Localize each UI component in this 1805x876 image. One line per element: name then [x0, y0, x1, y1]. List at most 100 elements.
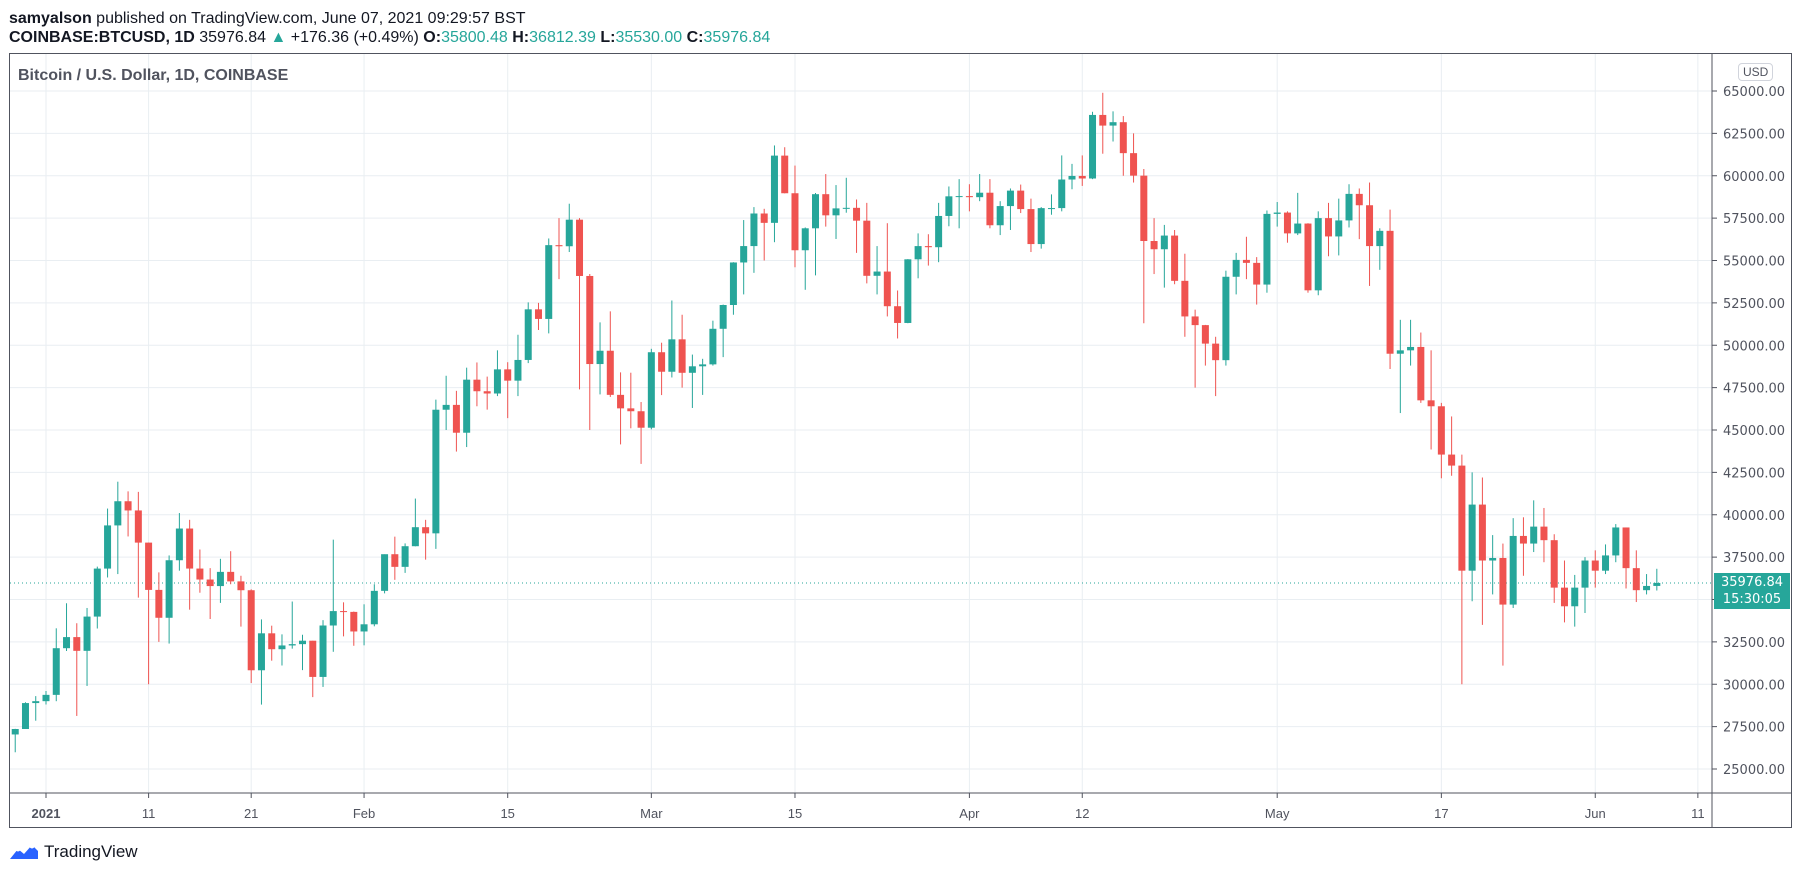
candle-body [812, 194, 819, 229]
candle-body [1530, 526, 1538, 544]
x-tick-label: Apr [959, 806, 980, 821]
author[interactable]: samyalson [9, 10, 92, 27]
candle-body [596, 350, 604, 365]
y-tick-label: 25000.00 [1723, 763, 1785, 778]
candle-body [257, 633, 265, 671]
candle-body [699, 364, 707, 367]
candle-body [114, 501, 122, 526]
candle-body [945, 196, 953, 216]
candle-body [863, 220, 871, 276]
last-price-value: 35976.84 [1720, 575, 1784, 590]
candle-body [1119, 122, 1127, 154]
candle-body [1253, 262, 1261, 285]
candle-body [883, 271, 891, 307]
candle-body [370, 590, 378, 625]
y-tick-label: 40000.00 [1723, 509, 1785, 524]
candle-body [606, 350, 614, 395]
currency-badge[interactable]: USD [1738, 63, 1774, 81]
candle-body [237, 581, 245, 591]
last-price: 35976.84 [199, 29, 266, 46]
chart-frame [9, 53, 1792, 828]
candle-body [299, 640, 306, 645]
candle-body [1099, 114, 1107, 126]
tradingview-logo[interactable]: TradingView [9, 842, 138, 862]
candle-body [1396, 350, 1404, 354]
candle-body [288, 644, 296, 646]
candle-body [1571, 587, 1579, 607]
candle-body [678, 339, 686, 373]
candle-body [1160, 235, 1168, 250]
candle-body [227, 571, 235, 582]
y-tick-label: 52500.00 [1723, 297, 1785, 312]
y-tick-label: 62500.00 [1723, 127, 1785, 142]
x-tick-label: Mar [640, 806, 663, 821]
candle-body [473, 379, 481, 392]
candle-body [1027, 209, 1035, 245]
y-tick-label: 55000.00 [1723, 255, 1785, 270]
candle-body [1427, 400, 1435, 407]
candle-body [278, 645, 286, 650]
candle-body [1540, 526, 1548, 541]
candle-body [1017, 190, 1025, 210]
candle-body [801, 228, 809, 251]
candle-body [986, 192, 994, 226]
candle-body [124, 501, 132, 511]
candle-body [1335, 220, 1343, 237]
candle-body [493, 369, 501, 394]
publish-info: samyalson published on TradingView.com, … [9, 10, 526, 28]
high-value: 36812.39 [529, 29, 596, 46]
candle-body [32, 701, 40, 704]
candle-body [21, 703, 29, 729]
x-tick-label: 15 [500, 806, 514, 821]
candle-body [914, 246, 922, 260]
candle-body [381, 554, 389, 591]
candle-body [155, 589, 163, 618]
candle-body [1181, 280, 1189, 317]
candle-body [504, 369, 512, 381]
candle-body [791, 193, 799, 251]
candle-body [935, 215, 943, 248]
candle-body [1242, 259, 1250, 263]
candle-body [924, 246, 932, 248]
candle-body [555, 245, 563, 247]
candle-body [309, 640, 317, 677]
candle-body [165, 560, 173, 618]
candle-body [781, 155, 789, 194]
up-arrow-icon: ▲ [270, 29, 287, 46]
candle-body [1089, 114, 1097, 179]
open-label: O: [423, 29, 442, 46]
candle-body [145, 542, 153, 590]
x-tick-label: 11 [1691, 806, 1705, 821]
candle-body [360, 624, 368, 632]
x-tick-label: 17 [1434, 806, 1448, 821]
candle-body [1150, 241, 1158, 250]
candle-body [329, 611, 337, 626]
candle-body [545, 245, 553, 319]
x-tick-label: 12 [1075, 806, 1089, 821]
candle-body [1191, 316, 1199, 326]
candle-body [1560, 587, 1568, 607]
candle-body [1581, 560, 1589, 588]
close-label: C: [686, 29, 704, 46]
candle-body [1437, 406, 1445, 455]
candle-body [340, 611, 348, 613]
candle-body [534, 309, 542, 319]
y-tick-label: 60000.00 [1723, 170, 1785, 185]
candle-body [1602, 555, 1610, 571]
candle-body [11, 728, 19, 735]
candle-body [1499, 557, 1507, 605]
candle-body [1047, 208, 1055, 210]
candle-body [853, 207, 861, 221]
low-value: 35530.00 [615, 29, 683, 46]
y-tick-label: 47500.00 [1723, 382, 1785, 397]
candle-body [1355, 193, 1363, 206]
candle-body [873, 271, 881, 276]
candle-body [1078, 175, 1086, 179]
candle-body [411, 527, 419, 547]
candle-body [822, 194, 830, 216]
candle-body [206, 579, 214, 587]
y-tick-label: 65000.00 [1723, 85, 1785, 100]
candle-body [350, 611, 358, 632]
candle-body [1458, 465, 1466, 571]
